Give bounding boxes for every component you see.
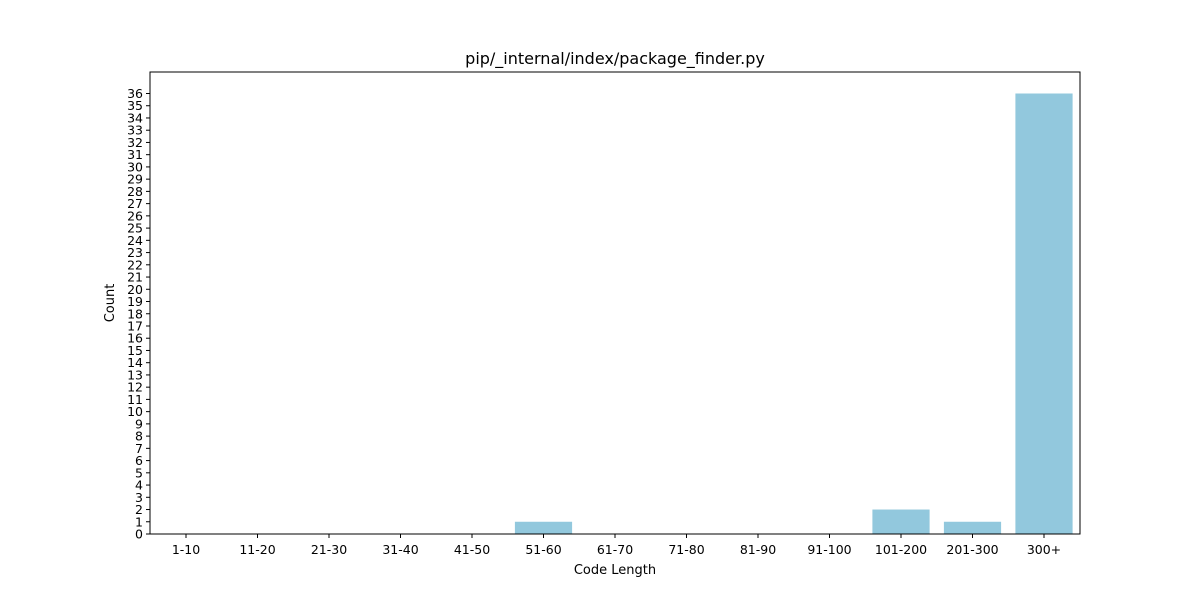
y-tick-label: 32: [127, 135, 143, 150]
y-tick-label: 10: [127, 404, 143, 419]
x-tick-label: 21-30: [311, 542, 347, 557]
x-tick-label: 81-90: [740, 542, 776, 557]
y-tick-label: 17: [127, 318, 143, 333]
bar-51-60: [514, 521, 573, 534]
y-tick-label: 2: [135, 502, 143, 517]
bar-201-300: [943, 521, 1002, 534]
y-tick-label: 0: [135, 527, 143, 542]
plot-area-frame: [149, 71, 1081, 535]
y-tick-label: 33: [127, 123, 143, 138]
x-tick-label: 61-70: [597, 542, 633, 557]
x-tick-label: 71-80: [668, 542, 704, 557]
y-tick-label: 14: [127, 355, 143, 370]
y-tick-label: 21: [127, 270, 143, 285]
y-tick-label: 12: [127, 380, 143, 395]
y-tick-label: 24: [127, 233, 143, 248]
x-axis-ticks: 1-10 11-20 21-30 31-40 41-50 51-60 61-70 71-80 8…: [172, 534, 1061, 557]
y-axis-label: Count: [103, 284, 118, 323]
y-tick-label: 4: [135, 478, 143, 493]
y-tick-label: 5: [135, 465, 143, 480]
y-tick-label: 16: [127, 331, 143, 346]
y-axis-ticks: 0123456789101112131415161718192021222324…: [127, 86, 150, 542]
y-tick-label: 25: [127, 221, 143, 236]
y-tick-label: 9: [135, 416, 143, 431]
bars-layer: [514, 93, 1073, 534]
y-tick-label: 36: [127, 86, 143, 101]
x-tick-label: 51-60: [525, 542, 561, 557]
y-tick-label: 7: [135, 441, 143, 456]
x-tick-label: 101-200: [875, 542, 927, 557]
y-tick-label: 8: [135, 429, 143, 444]
y-tick-label: 11: [127, 392, 143, 407]
y-tick-label: 3: [135, 490, 143, 505]
x-tick-label: 300+: [1027, 542, 1061, 557]
y-tick-label: 26: [127, 208, 143, 223]
x-tick-label: 201-300: [946, 542, 998, 557]
x-tick-label: 91-100: [807, 542, 851, 557]
x-tick-label: 1-10: [172, 542, 200, 557]
bar-300+: [1015, 93, 1073, 534]
x-tick-label: 31-40: [382, 542, 418, 557]
y-tick-label: 23: [127, 245, 143, 260]
y-tick-label: 13: [127, 367, 143, 382]
x-tick-label: 11-20: [239, 542, 275, 557]
bar-101-200: [872, 509, 930, 534]
y-tick-label: 22: [127, 257, 143, 272]
y-tick-label: 28: [127, 184, 143, 199]
y-tick-label: 27: [127, 196, 143, 211]
x-tick-label: 41-50: [454, 542, 490, 557]
y-tick-label: 1: [135, 514, 143, 529]
y-tick-label: 35: [127, 98, 143, 113]
y-tick-label: 29: [127, 172, 143, 187]
y-tick-label: 15: [127, 343, 143, 358]
x-axis-label: Code Length: [574, 563, 656, 578]
y-tick-label: 30: [127, 159, 143, 174]
y-tick-label: 31: [127, 147, 143, 162]
y-tick-label: 6: [135, 453, 143, 468]
y-tick-label: 19: [127, 294, 143, 309]
y-tick-label: 34: [127, 110, 143, 125]
y-tick-label: 18: [127, 306, 143, 321]
chart-title: pip/_internal/index/package_finder.py: [465, 49, 765, 69]
y-tick-label: 20: [127, 282, 143, 297]
